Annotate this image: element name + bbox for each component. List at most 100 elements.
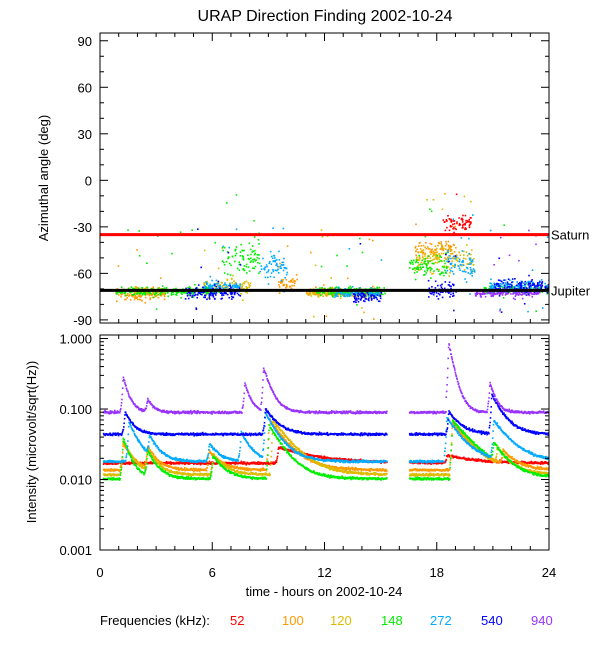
intensity-point — [456, 427, 459, 430]
azimuth-point — [281, 264, 284, 266]
intensity-point — [346, 469, 348, 471]
azimuth-point — [522, 293, 524, 296]
azimuth-point — [229, 292, 232, 294]
azimuth-point — [494, 286, 497, 288]
azimuth-point — [511, 284, 513, 287]
azimuth-point — [369, 291, 371, 294]
azimuth-point — [191, 291, 193, 294]
azimuth-point — [225, 286, 228, 289]
azimuth-point — [231, 298, 233, 300]
azimuth-ytick-label-6: -90 — [73, 313, 92, 328]
azimuth-point — [370, 299, 373, 301]
azimuth-point — [352, 293, 355, 295]
azimuth-point — [465, 228, 467, 230]
azimuth-point — [263, 267, 266, 270]
azimuth-point — [453, 220, 455, 222]
intensity-point — [325, 456, 327, 459]
azimuth-point — [376, 298, 378, 301]
intensity-point — [125, 461, 127, 464]
intensity-point — [145, 456, 148, 458]
intensity-point — [148, 447, 151, 450]
azimuth-point — [498, 257, 500, 260]
azimuth-point — [437, 241, 440, 244]
intensity-point — [354, 458, 356, 461]
azimuth-point — [426, 268, 428, 270]
azimuth-point — [424, 235, 427, 238]
intensity-point — [376, 468, 378, 470]
azimuth-point — [450, 285, 452, 288]
intensity-point — [285, 441, 288, 444]
azimuth-point — [351, 291, 354, 294]
azimuth-point — [530, 287, 532, 290]
azimuth-point — [226, 285, 228, 287]
azimuth-point — [278, 284, 280, 286]
azimuth-point — [252, 261, 255, 263]
azimuth-point — [245, 265, 248, 268]
azimuth-point — [414, 269, 417, 272]
azimuth-point — [526, 291, 528, 293]
azimuth-point — [215, 279, 218, 282]
azimuth-point — [228, 296, 230, 299]
azimuth-point — [232, 296, 235, 299]
intensity-point — [523, 460, 525, 463]
azimuth-point — [274, 259, 276, 262]
azimuth-point — [441, 244, 443, 247]
intensity-point — [413, 469, 415, 472]
azimuth-point — [269, 260, 271, 263]
intensity-point — [541, 460, 543, 463]
intensity-point — [240, 468, 242, 470]
intensity-point — [457, 429, 459, 431]
azimuth-point — [371, 298, 373, 300]
azimuth-point — [350, 293, 352, 296]
azimuth-point — [322, 295, 324, 297]
intensity-point — [155, 457, 158, 460]
azimuth-point — [229, 274, 232, 276]
azimuth-point — [347, 292, 349, 294]
azimuth-point — [447, 251, 449, 254]
azimuth-point — [204, 286, 207, 288]
azimuth-point — [378, 293, 380, 296]
intensity-point — [245, 467, 247, 470]
azimuth-point — [369, 292, 372, 295]
intensity-point — [475, 460, 477, 462]
intensity-point — [532, 461, 534, 464]
azimuth-point — [221, 260, 224, 262]
azimuth-point — [452, 255, 455, 258]
azimuth-point — [325, 295, 328, 297]
azimuth-point — [132, 287, 134, 290]
azimuth-point — [355, 287, 358, 290]
intensity-point — [205, 469, 208, 472]
azimuth-point — [454, 255, 457, 257]
azimuth-point — [157, 287, 159, 290]
azimuth-point — [212, 284, 215, 287]
azimuth-point — [267, 270, 270, 273]
azimuth-point — [241, 255, 244, 257]
azimuth-point — [361, 296, 364, 298]
azimuth-point — [189, 292, 192, 294]
azimuth-point — [153, 296, 155, 299]
intensity-point — [451, 427, 454, 429]
intensity-point — [328, 464, 330, 467]
azimuth-point — [357, 297, 360, 300]
azimuth-point — [235, 228, 238, 231]
azimuth-point — [473, 257, 475, 260]
azimuth-point — [274, 257, 276, 259]
intensity-point — [487, 461, 489, 463]
intensity-point — [140, 462, 142, 464]
azimuth-point — [503, 224, 505, 226]
azimuth-point — [286, 271, 289, 274]
azimuth-point — [452, 292, 454, 295]
azimuth-point — [271, 257, 274, 259]
azimuth-point — [371, 294, 374, 296]
azimuth-point — [528, 280, 531, 283]
azimuth-point — [423, 258, 425, 260]
azimuth-point — [133, 298, 136, 301]
azimuth-point — [470, 261, 473, 263]
azimuth-point — [451, 220, 453, 222]
azimuth-point — [449, 296, 451, 298]
azimuth-point — [330, 293, 332, 295]
azimuth-point — [512, 297, 515, 300]
intensity-point — [290, 449, 292, 451]
azimuth-point — [370, 291, 372, 294]
azimuth-point — [234, 291, 237, 293]
